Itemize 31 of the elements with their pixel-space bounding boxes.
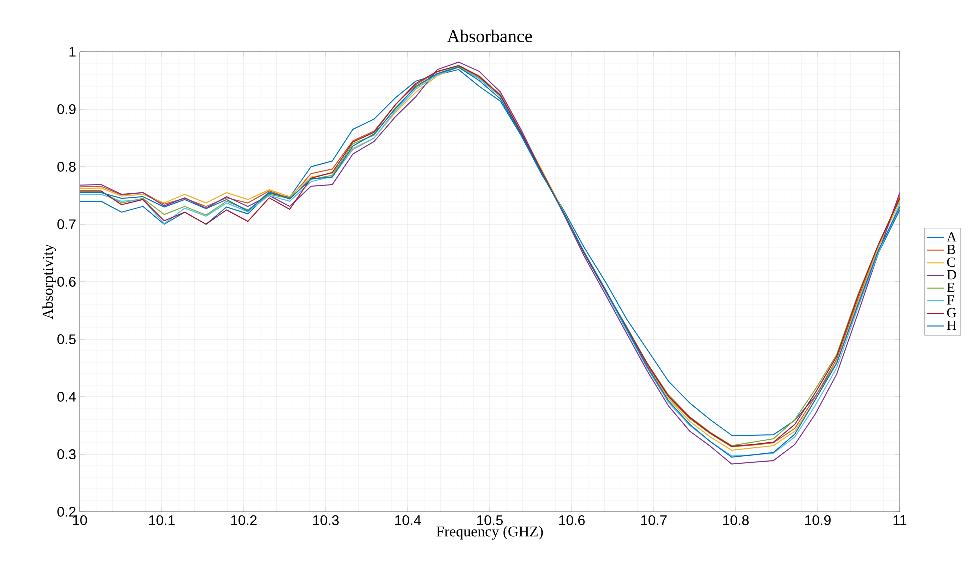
y-tick-label: 0.6 [58,277,76,287]
x-tick-label: 10.3 [313,516,339,526]
legend-label: G [947,308,956,318]
y-tick-label: 0.8 [58,162,76,172]
y-tick-label: 1 [70,47,76,57]
x-tick-label: 11 [894,516,907,526]
legend-label: F [947,296,954,305]
y-axis-title: Absorptivity [42,244,56,320]
y-tick-label: 0.7 [58,220,76,230]
legend-label: A [946,232,957,242]
legend-label: D [947,270,956,280]
y-tick-label: 0.3 [58,450,76,460]
chart-title: Absorbance [447,30,532,42]
x-tick-label: 10.4 [395,516,422,526]
y-tick-label: 0.2 [58,507,76,517]
x-tick-label: 10.6 [559,516,585,526]
x-tick-label: 10.2 [231,516,257,526]
x-tick-label: 10.8 [723,516,749,526]
x-tick-label: 10.9 [806,516,831,526]
x-tick-label: 10.1 [149,516,175,526]
legend-label: E [947,283,955,292]
y-tick-label: 0.9 [58,104,76,114]
x-tick-label: 10.5 [477,516,503,526]
y-tick-label: 0.5 [58,334,76,344]
legend-label: H [947,320,956,330]
x-tick-label: 10 [73,516,88,526]
x-tick-label: 10.7 [641,516,667,526]
y-tick-label: 0.4 [58,392,76,402]
x-axis-title: Frequency (GHZ) [436,526,544,540]
legend-label: B [947,245,956,254]
legend-label: C [947,258,956,268]
